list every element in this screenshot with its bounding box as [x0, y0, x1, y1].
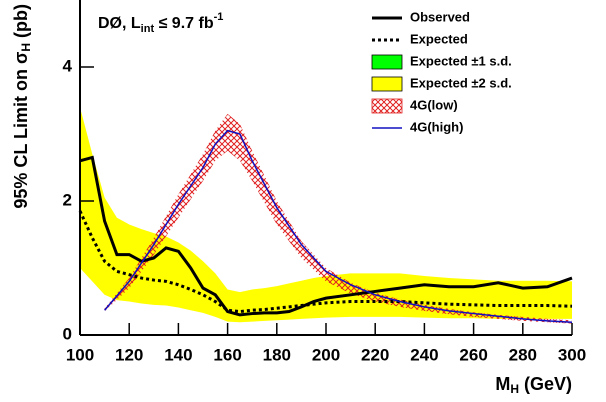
band [80, 107, 572, 323]
line [79, 155, 573, 317]
x-label-rest: (GeV) [519, 374, 572, 394]
x-tick-label: 180 [263, 345, 291, 364]
x-tick-label: 120 [115, 345, 143, 364]
y-label-text: 95% CL Limit on σ [11, 52, 31, 209]
x-tick-label: 100 [66, 345, 94, 364]
legend-label: Expected ±2 s.d. [410, 75, 512, 90]
annotation-sup: -1 [214, 11, 224, 23]
y-axis-title: 95% CL Limit on σH (pb) [11, 4, 33, 209]
annotation: DØ, Lint ≤ 9.7 fb-1 [98, 11, 223, 35]
annotation-rest: ≤ 9.7 fb [154, 15, 214, 32]
x-axis-title: MH (GeV) [495, 374, 572, 396]
x-label-text: M [495, 374, 510, 394]
x-label-sub: H [510, 382, 519, 396]
x-tick-label: 260 [459, 345, 487, 364]
legend-swatch [371, 98, 403, 114]
y-label-rest: (pb) [11, 4, 31, 43]
annotation-text: DØ, L [98, 15, 141, 32]
y-tick-label: 0 [63, 324, 72, 343]
x-tick-label: 280 [509, 345, 537, 364]
line [78, 210, 573, 314]
legend-swatch [371, 54, 403, 70]
legend-label: 4G(low) [410, 97, 458, 112]
x-tick-label: 160 [213, 345, 241, 364]
band [104, 113, 572, 324]
legend-label: Expected ±1 s.d. [410, 53, 512, 68]
legend-label: Observed [410, 9, 470, 24]
legend-label: Expected [410, 31, 468, 46]
x-tick-label: 240 [410, 345, 438, 364]
line [104, 129, 573, 324]
y-tick-label: 4 [63, 56, 73, 75]
annotation-sub: int [141, 23, 155, 35]
y-label-sub: H [19, 43, 33, 52]
x-tick-label: 300 [558, 345, 586, 364]
legend-label: 4G(high) [410, 119, 463, 134]
y-tick-label: 2 [63, 190, 72, 209]
legend-swatch [371, 76, 403, 92]
x-tick-label: 140 [164, 345, 192, 364]
x-tick-label: 200 [312, 345, 340, 364]
x-tick-label: 220 [361, 345, 389, 364]
